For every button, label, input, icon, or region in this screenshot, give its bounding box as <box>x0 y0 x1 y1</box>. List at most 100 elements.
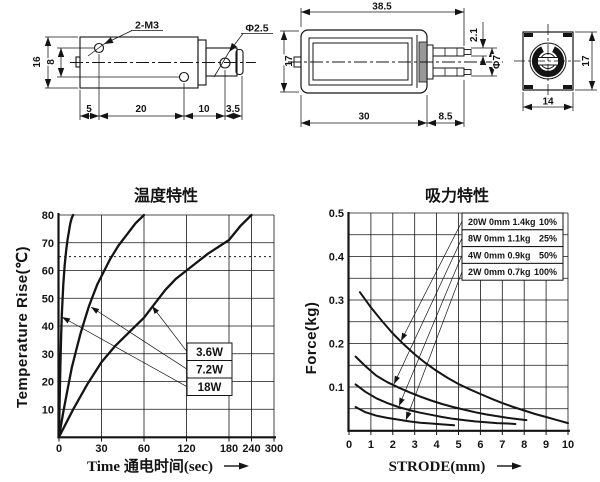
y-axis-label-temp: Temperature Rise(℃) <box>14 246 31 408</box>
y-tick-label: 0.3 <box>329 295 344 307</box>
legend-leader-8W-arrowhead <box>394 375 400 384</box>
lug-tip-bottom <box>463 69 472 75</box>
leader-18W <box>61 316 188 388</box>
section-view-dimensions <box>300 8 497 127</box>
dim-38-5: 38.5 <box>372 2 392 13</box>
y-tick-label: 30 <box>42 349 54 361</box>
dim-20: 20 <box>135 104 147 115</box>
y-tick-label: 20 <box>42 377 54 389</box>
legend-duty-8W: 25% <box>539 234 557 244</box>
axis-arrow-head <box>239 462 249 470</box>
x-tick-label: 7 <box>499 439 505 451</box>
terminal-lug-top <box>432 47 465 57</box>
legend-label-8W: 8W 0mm 1.1kg <box>468 234 531 244</box>
label-phi-2-5: Φ2.5 <box>245 23 268 35</box>
legend-duty-4W: 50% <box>539 250 557 260</box>
y-tick-label: 0.4 <box>329 252 345 264</box>
curve-18W <box>57 213 75 439</box>
leader-7.2W-arrowhead <box>91 307 100 314</box>
curve-8W <box>354 355 528 422</box>
front-view-dimensions <box>522 31 597 111</box>
chart-title-force: 吸力特性 <box>425 186 489 205</box>
x-tick-label: 3 <box>412 439 418 451</box>
x-tick-label: 6 <box>477 439 483 451</box>
leader-3.6W-arrowhead <box>152 306 160 315</box>
legend-leader-8W <box>393 238 463 385</box>
side-view-labels: 2-M3 Φ2.5 16 8 17 5 20 10 3.5 <box>31 20 297 116</box>
x-tick-label: 8 <box>521 439 527 451</box>
side-view-dimensions <box>44 30 299 120</box>
front-view-drawing <box>514 24 583 99</box>
dim-8: 8 <box>46 59 57 65</box>
section-view-labels: 38.5 30 8.5 2.1 Φ7 <box>358 2 504 123</box>
legend-leader-2W <box>405 271 463 421</box>
leader-3.6W <box>151 305 188 352</box>
x-tick-label: 5 <box>455 439 461 451</box>
y-tick-label: 50 <box>42 293 54 305</box>
x-tick-label: 120 <box>177 443 195 455</box>
dim-phi-7: Φ7 <box>492 55 503 69</box>
plunger <box>205 47 238 77</box>
dim-14: 14 <box>542 97 554 108</box>
dim-3-5: 3.5 <box>226 104 240 115</box>
section-view-drawing <box>288 29 503 94</box>
plunger-hole <box>219 57 231 69</box>
x-tick-label: 30 <box>95 443 107 455</box>
label-box-text-3.6W: 3.6W <box>196 347 223 359</box>
legend-leader-2W-arrowhead <box>406 411 412 420</box>
legend-leader-4W <box>398 254 463 407</box>
coil-inner-1 <box>308 37 413 86</box>
x-tick-label: 4 <box>434 439 441 451</box>
x-tick-label: 0 <box>56 443 62 455</box>
label-box-text-7.2W: 7.2W <box>196 364 223 376</box>
chart-force: 20W 0mm 1.4kg 10% 8W 0mm 1.1kg 25% 4W 0mm 0.… <box>303 186 574 475</box>
axis-arrow-head <box>512 462 522 470</box>
front-view-labels: 17 14 <box>541 54 594 109</box>
x-tick-label: 240 <box>242 443 260 455</box>
leader-18W-arrowhead <box>62 317 71 324</box>
dim-8-5: 8.5 <box>439 112 453 123</box>
lug-tip-top <box>463 49 472 55</box>
y-tick-label: 60 <box>42 266 54 278</box>
label-2-m3: 2-M3 <box>135 20 159 32</box>
x-tick-label: 300 <box>265 443 283 455</box>
y-tick-label: 80 <box>42 210 54 222</box>
y-tick-label: 0.1 <box>329 382 344 394</box>
left-tab <box>75 56 81 68</box>
dim-30: 30 <box>358 112 370 123</box>
x-tick-label: 1 <box>368 439 374 451</box>
leader-7.2W <box>90 306 188 370</box>
dim-16: 16 <box>32 56 43 68</box>
mount-hole-bottom <box>178 71 190 83</box>
dim-17-mid: 17 <box>284 55 295 67</box>
x-tick-label: 60 <box>138 443 150 455</box>
dim-2-1: 2.1 <box>469 28 480 42</box>
legend-duty-20W: 10% <box>539 217 557 227</box>
dim-5: 5 <box>86 104 92 115</box>
y-tick-label: 0.2 <box>329 339 344 351</box>
y-tick-label: 40 <box>42 321 54 333</box>
label-box-18W <box>186 377 233 396</box>
legend-label-4W: 4W 0mm 0.9kg <box>468 250 531 260</box>
legend-label-20W: 20W 0mm 1.4kg <box>468 217 536 227</box>
y-tick-label: 10 <box>42 404 54 416</box>
x-tick-label: 180 <box>220 443 238 455</box>
x-tick-label: 10 <box>562 439 574 451</box>
x-tick-label: 2 <box>390 439 396 451</box>
coil-inner-2 <box>312 42 409 81</box>
curve-20W <box>358 291 569 425</box>
dim-17-front: 17 <box>581 55 592 67</box>
x-tick-label: 9 <box>543 439 549 451</box>
side-view-drawing <box>70 36 256 89</box>
legend-duty-2W: 100% <box>534 267 557 277</box>
chart-temp: 3.6W 7.2W 18W 0 30 60 120 180 240 300 10 20 30 40 50 60… <box>14 186 283 475</box>
curve-2W <box>354 406 456 427</box>
curve-7.2W <box>57 213 146 439</box>
legend-leader-20W-arrowhead <box>401 332 408 341</box>
x-axis-label-temp: Time 通电时间(sec) <box>87 457 213 475</box>
y-tick-label: 70 <box>42 238 54 250</box>
dim-10: 10 <box>198 104 210 115</box>
legend-label-2W: 2W 0mm 0.7kg <box>468 267 531 277</box>
